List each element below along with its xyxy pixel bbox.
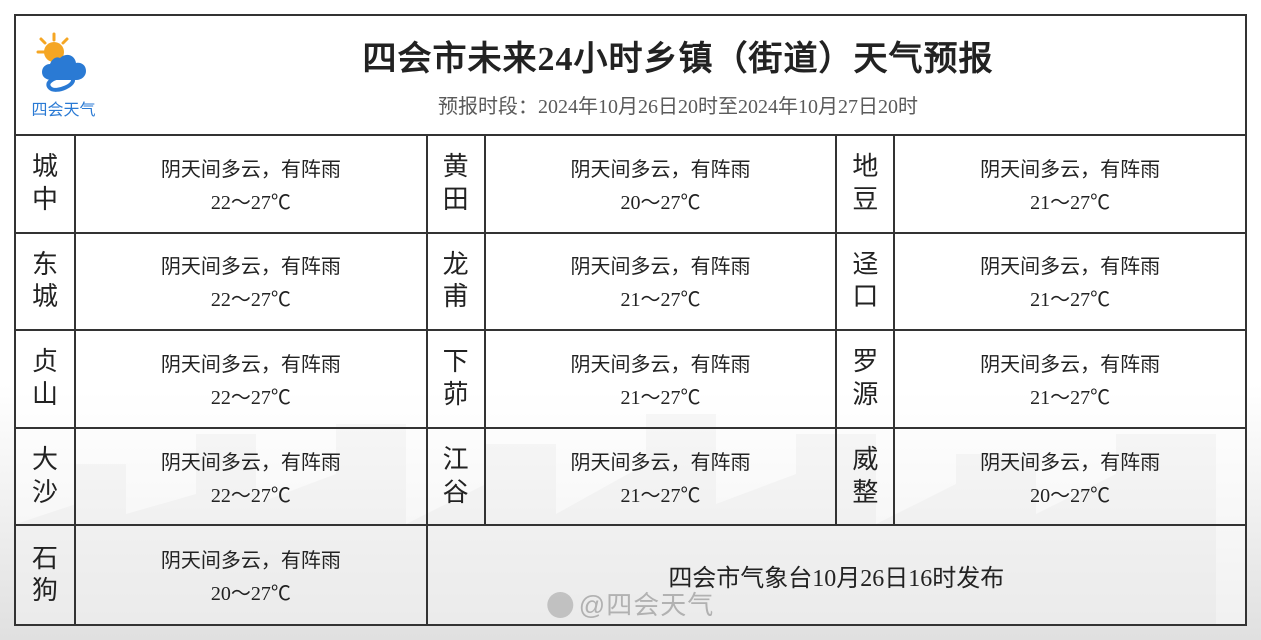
town-name: 威整 [835,429,895,527]
town-label: 城中 [32,151,58,216]
condition-text: 阴天间多云，有阵雨 [980,348,1160,377]
town-name: 城中 [16,136,76,234]
forecast-cell: 阴天间多云，有阵雨 21～27℃ [486,331,836,429]
temperature-text: 22～27℃ [211,381,291,410]
town-name: 大沙 [16,429,76,527]
forecast-cell: 阴天间多云，有阵雨 22～27℃ [76,331,426,429]
page-title: 四会市未来24小时乡镇（街道）天气预报 [363,31,994,80]
temperature-text: 22～27℃ [211,186,291,215]
town-name: 江谷 [426,429,486,527]
town-name: 贞山 [16,331,76,429]
logo-text: 四会天气 [31,96,95,120]
forecast-cell: 阴天间多云，有阵雨 21～27℃ [486,429,836,527]
town-label: 石狗 [32,543,58,608]
temperature-text: 21～27℃ [1030,186,1110,215]
forecast-cell: 阴天间多云，有阵雨 21～27℃ [895,331,1245,429]
forecast-frame: 四会天气 四会市未来24小时乡镇（街道）天气预报 预报时段：2024年10月26… [14,14,1247,626]
temperature-text: 21～27℃ [620,479,700,508]
forecast-cell: 阴天间多云，有阵雨 21～27℃ [895,234,1245,332]
town-name: 东城 [16,234,76,332]
town-label: 江谷 [443,444,469,509]
temperature-text: 22～27℃ [211,479,291,508]
condition-text: 阴天间多云，有阵雨 [161,348,341,377]
temperature-text: 20～27℃ [620,186,700,215]
temperature-text: 21～27℃ [1030,283,1110,312]
condition-text: 阴天间多云，有阵雨 [980,153,1160,182]
condition-text: 阴天间多云，有阵雨 [570,250,750,279]
town-name: 地豆 [835,136,895,234]
town-label: 迳口 [852,249,878,314]
town-name: 下茆 [426,331,486,429]
forecast-cell: 阴天间多云，有阵雨 20～27℃ [76,526,426,624]
condition-text: 阴天间多云，有阵雨 [570,153,750,182]
town-name: 罗源 [835,331,895,429]
condition-text: 阴天间多云，有阵雨 [570,348,750,377]
temperature-text: 20～27℃ [1030,479,1110,508]
town-name: 石狗 [16,526,76,624]
forecast-cell: 阴天间多云，有阵雨 22～27℃ [76,136,426,234]
temperature-text: 20～27℃ [211,577,291,606]
condition-text: 阴天间多云，有阵雨 [161,446,341,475]
town-label: 贞山 [32,346,58,411]
town-label: 黄田 [443,151,469,216]
condition-text: 阴天间多云，有阵雨 [161,250,341,279]
temperature-text: 21～27℃ [620,283,700,312]
town-label: 下茆 [443,346,469,411]
header-row: 四会天气 四会市未来24小时乡镇（街道）天气预报 预报时段：2024年10月26… [16,16,1245,136]
temperature-text: 21～27℃ [620,381,700,410]
forecast-cell: 阴天间多云，有阵雨 22～27℃ [76,429,426,527]
forecast-grid: 城中 阴天间多云，有阵雨 22～27℃ 黄田 阴天间多云，有阵雨 20～27℃ 地豆… [16,136,1245,624]
issue-info: 四会市气象台10月26日16时发布 [426,526,1245,624]
town-label: 东城 [32,249,58,314]
forecast-cell: 阴天间多云，有阵雨 20～27℃ [486,136,836,234]
town-label: 威整 [852,444,878,509]
town-label: 地豆 [852,151,878,216]
town-name: 黄田 [426,136,486,234]
town-label: 龙甫 [443,249,469,314]
condition-text: 阴天间多云，有阵雨 [570,446,750,475]
condition-text: 阴天间多云，有阵雨 [161,544,341,573]
forecast-period: 预报时段：2024年10月26日20时至2024年10月27日20时 [438,90,918,119]
town-name: 迳口 [835,234,895,332]
town-label: 罗源 [852,346,878,411]
town-name: 龙甫 [426,234,486,332]
logo-cell: 四会天气 [16,16,111,134]
forecast-cell: 阴天间多云，有阵雨 20～27℃ [895,429,1245,527]
condition-text: 阴天间多云，有阵雨 [980,250,1160,279]
forecast-cell: 阴天间多云，有阵雨 22～27℃ [76,234,426,332]
town-label: 大沙 [32,444,58,509]
temperature-text: 21～27℃ [1030,381,1110,410]
temperature-text: 22～27℃ [211,283,291,312]
forecast-cell: 阴天间多云，有阵雨 21～27℃ [895,136,1245,234]
title-cell: 四会市未来24小时乡镇（街道）天气预报 预报时段：2024年10月26日20时至… [111,16,1245,134]
condition-text: 阴天间多云，有阵雨 [980,446,1160,475]
condition-text: 阴天间多云，有阵雨 [161,153,341,182]
forecast-cell: 阴天间多云，有阵雨 21～27℃ [486,234,836,332]
weather-logo-icon [32,30,96,94]
